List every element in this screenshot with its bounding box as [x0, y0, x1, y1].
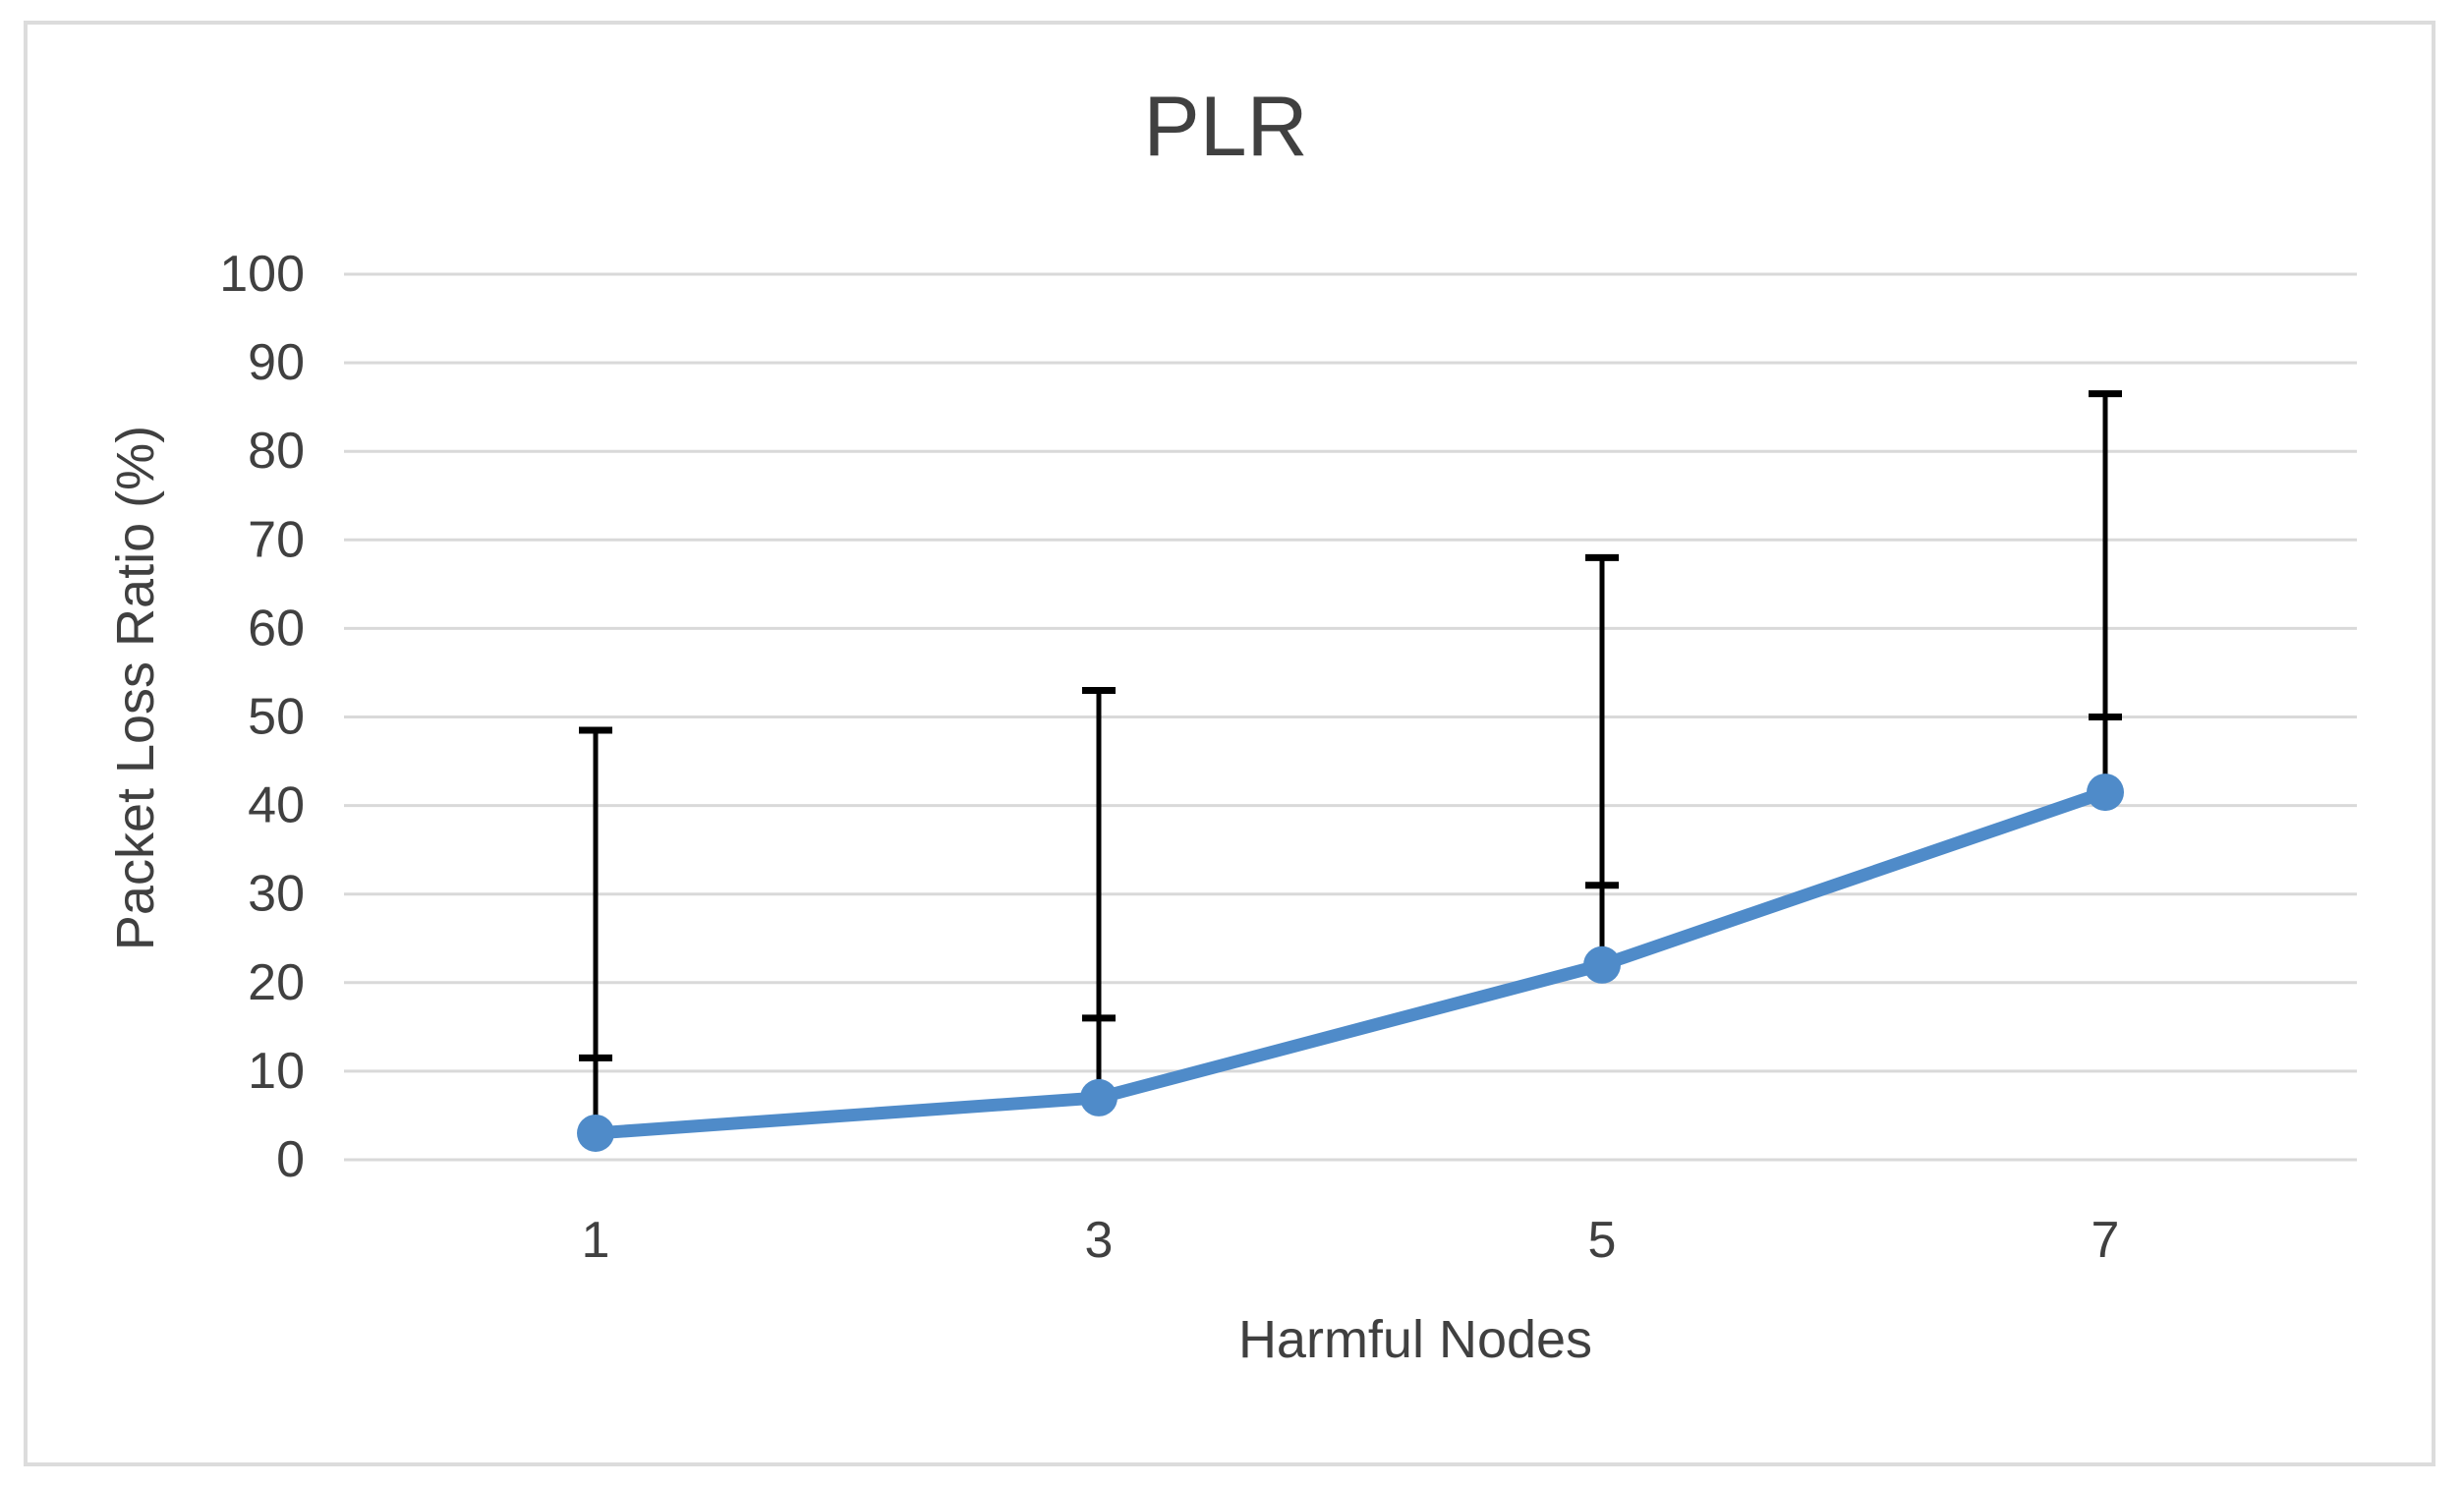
y-tick-label: 90: [248, 334, 305, 391]
data-point-marker: [2087, 773, 2124, 812]
y-tick-label: 50: [248, 689, 305, 746]
series-line: [589, 785, 2112, 1140]
data-point-marker: [1080, 1078, 1117, 1116]
x-tick-label: 1: [582, 1212, 610, 1269]
y-axis-title: Packet Loss Ratio (%): [106, 426, 165, 950]
y-tick-label: 20: [248, 954, 305, 1011]
y-tick-label: 0: [276, 1131, 305, 1188]
data-point-marker: [577, 1114, 614, 1152]
y-tick-label: 80: [248, 423, 305, 480]
y-tick-label: 60: [248, 600, 305, 657]
y-tick-label: 70: [248, 511, 305, 568]
data-point-marker: [1583, 945, 1621, 984]
x-tick-label: 3: [1085, 1212, 1114, 1269]
chart-border: [24, 21, 2435, 1466]
chart-title: PLR: [1143, 80, 1307, 174]
y-tick-label: 40: [248, 777, 305, 834]
y-tick-label: 10: [248, 1043, 305, 1100]
y-tick-label: 100: [219, 246, 305, 303]
x-tick-label: 5: [1588, 1212, 1617, 1269]
x-tick-label: 7: [2092, 1212, 2120, 1269]
x-axis-title: Harmful Nodes: [1238, 1310, 1592, 1369]
y-tick-label: 30: [248, 866, 305, 923]
